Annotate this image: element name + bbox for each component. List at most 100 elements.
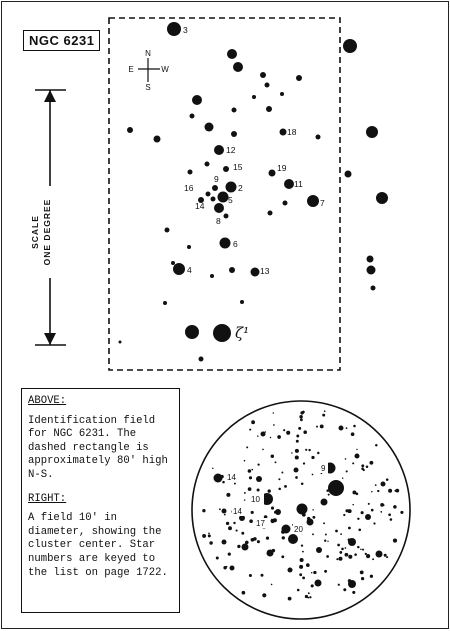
star	[312, 533, 314, 536]
star	[249, 519, 253, 523]
star	[339, 550, 343, 554]
star	[256, 476, 262, 482]
star	[324, 569, 328, 573]
star	[243, 491, 246, 494]
caption-box: ABOVE: Identification field for NGC 6231…	[21, 388, 180, 613]
star	[239, 515, 245, 521]
star	[354, 553, 357, 556]
star	[316, 547, 322, 553]
star	[270, 506, 275, 510]
star	[328, 480, 344, 496]
star	[299, 564, 304, 569]
star	[353, 424, 356, 428]
star	[358, 528, 362, 532]
star-label-backing	[250, 494, 264, 504]
star	[214, 145, 224, 155]
star	[300, 418, 303, 422]
star	[225, 521, 230, 526]
star	[344, 458, 347, 460]
scale-label-line2: ONE DEGREE	[42, 199, 52, 266]
star	[221, 539, 227, 545]
star	[376, 192, 388, 204]
star	[347, 538, 351, 542]
star	[370, 508, 374, 512]
star	[213, 473, 223, 483]
star	[233, 62, 243, 72]
star	[400, 510, 404, 514]
star	[360, 576, 365, 581]
star	[164, 227, 170, 233]
star	[233, 482, 236, 485]
star	[229, 267, 235, 273]
scale-bar-bottom-arrow	[44, 333, 56, 345]
star	[204, 122, 214, 132]
star	[382, 504, 385, 507]
star	[310, 572, 313, 574]
star	[335, 529, 338, 533]
star	[227, 49, 237, 59]
star	[359, 570, 364, 575]
star-label: 10	[251, 495, 260, 504]
star	[295, 476, 298, 479]
star-label: 13	[260, 266, 270, 276]
star	[198, 356, 204, 362]
star	[299, 509, 303, 512]
star	[281, 529, 285, 534]
star	[366, 554, 371, 559]
star-label: 9	[214, 174, 219, 184]
star	[301, 512, 306, 517]
star	[365, 465, 369, 468]
star	[278, 487, 281, 491]
star	[243, 499, 246, 501]
star	[350, 432, 355, 437]
star	[309, 596, 312, 599]
star	[241, 590, 246, 595]
star	[223, 166, 229, 172]
star	[302, 462, 306, 465]
star	[383, 553, 387, 557]
star	[269, 436, 272, 439]
star	[385, 478, 389, 481]
star	[250, 267, 260, 277]
star	[279, 128, 287, 136]
star	[393, 505, 397, 509]
star	[163, 301, 167, 305]
star-label: 11	[294, 179, 303, 189]
star	[283, 429, 286, 432]
star	[249, 428, 252, 431]
star	[251, 468, 254, 471]
star	[252, 95, 256, 99]
star-label-backing	[232, 506, 246, 516]
star	[280, 92, 284, 96]
star	[215, 556, 219, 560]
star	[299, 573, 303, 577]
star-label: 2	[238, 183, 243, 193]
star-label: 15	[233, 162, 243, 172]
star	[260, 431, 266, 437]
star	[167, 22, 181, 36]
star	[375, 550, 383, 558]
star	[231, 107, 237, 113]
star	[189, 113, 195, 119]
star	[380, 481, 386, 487]
caption-above-heading: ABOVE:	[28, 395, 67, 407]
star	[394, 489, 397, 492]
star	[209, 541, 213, 545]
star	[317, 451, 320, 455]
star	[271, 548, 276, 553]
star	[187, 245, 191, 249]
compass-w-label: W	[161, 65, 169, 74]
star	[304, 594, 308, 599]
star	[338, 425, 344, 431]
star	[371, 490, 373, 493]
star	[267, 489, 271, 493]
star	[260, 72, 266, 78]
star	[343, 513, 346, 517]
star	[313, 570, 317, 575]
star-label-backing	[293, 524, 307, 534]
star	[296, 588, 300, 592]
star	[185, 325, 199, 339]
star	[223, 513, 226, 516]
star	[220, 474, 224, 479]
